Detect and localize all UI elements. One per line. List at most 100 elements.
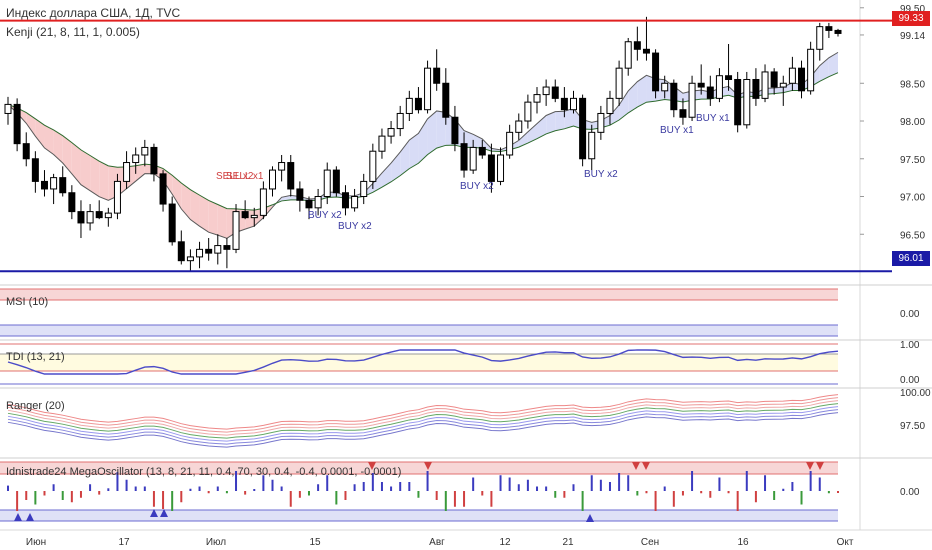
mega-histogram-bar: [700, 491, 703, 494]
kenji-cloud-segment: [372, 172, 382, 193]
ranger-band-line: [7, 400, 839, 436]
candle-body: [287, 162, 295, 190]
mega-histogram-bar: [152, 491, 155, 507]
candle-body: [40, 180, 48, 190]
ranger-band-line: [7, 394, 839, 430]
candle-body: [560, 97, 568, 111]
kenji-cloud-segment: [99, 161, 109, 201]
candle-body: [424, 67, 432, 111]
mega-histogram-bar: [764, 475, 767, 491]
mega-histogram-bar: [481, 491, 484, 496]
mega-histogram-bar: [70, 491, 73, 503]
mega-histogram-bar: [390, 486, 393, 491]
mega-histogram-bar: [362, 482, 365, 491]
candle-body: [396, 112, 404, 130]
candle-body: [642, 48, 650, 54]
mega-histogram-bar: [581, 491, 584, 511]
signal-label: SELL x2: [216, 171, 254, 182]
mega-histogram-bar: [590, 475, 593, 491]
mega-histogram-bar: [298, 491, 301, 498]
mega-histogram-bar: [837, 491, 839, 493]
candle-body: [825, 26, 833, 31]
mega-histogram-bar: [472, 477, 475, 491]
mega-buy-marker: [26, 513, 34, 521]
candle-body: [77, 211, 85, 224]
candle-body: [551, 86, 559, 99]
candle-body: [232, 211, 240, 250]
mega-histogram-bar: [225, 491, 228, 494]
kenji-cloud-segment: [71, 142, 81, 185]
mega-tick-label: 0.00: [900, 487, 920, 498]
mega-histogram-bar: [526, 479, 529, 491]
time-axis-label: Окт: [837, 537, 854, 548]
candle-body: [606, 97, 614, 114]
time-axis-label: Авг: [429, 537, 445, 548]
candle-body: [223, 245, 231, 250]
mega-histogram-bar: [818, 477, 821, 491]
candle-body: [168, 203, 176, 243]
msi-panel-title[interactable]: MSI (10): [6, 296, 49, 308]
mega-histogram-bar: [572, 484, 575, 491]
candle-body: [670, 82, 678, 111]
ranger-band-line: [7, 406, 839, 442]
mega-buy-marker: [160, 509, 168, 517]
time-axis-label: Июн: [26, 537, 46, 548]
kenji-cloud-segment: [53, 129, 63, 164]
mega-histogram-bar: [435, 491, 438, 500]
kenji-indicator-label[interactable]: Kenji (21, 8, 11, 1, 0.005): [6, 25, 140, 39]
candle-body: [214, 245, 222, 254]
candle-body: [725, 75, 733, 80]
price-tick-label: 99.14: [900, 31, 925, 42]
mega-buy-marker: [586, 514, 594, 522]
mega-sell-marker: [424, 462, 432, 470]
candle-body: [205, 248, 213, 254]
ranger-band-line: [7, 397, 839, 433]
candle-body: [451, 116, 459, 145]
mega-histogram-bar: [98, 491, 101, 495]
mega-histogram-bar: [408, 482, 411, 491]
candle-body: [533, 94, 541, 103]
candle-body: [196, 248, 204, 258]
candle-body: [761, 71, 769, 99]
msi-tick-label: 0.00: [900, 309, 920, 320]
candle-body: [624, 41, 632, 69]
kenji-cloud-segment: [172, 175, 182, 209]
candle-body: [13, 103, 21, 145]
candle-body: [788, 67, 796, 84]
time-axis-label: 16: [737, 537, 749, 548]
time-axis-label: 15: [309, 537, 321, 548]
candle-body: [633, 41, 641, 50]
mega-histogram-bar: [116, 472, 119, 491]
mega-histogram-bar: [754, 491, 757, 503]
mega-histogram-bar: [636, 491, 639, 496]
mega-histogram-bar: [7, 485, 9, 491]
tdi-panel-title[interactable]: TDI (13, 21): [6, 351, 65, 363]
mega-histogram-bar: [718, 477, 721, 491]
candle-body: [405, 97, 413, 114]
kenji-cloud-segment: [181, 182, 191, 220]
mega-histogram-bar: [745, 471, 748, 491]
kenji-cloud-segment: [80, 149, 91, 191]
candle-body: [104, 212, 112, 219]
candle-body: [779, 82, 787, 88]
mega-histogram-bar: [508, 477, 511, 491]
mega-histogram-bar: [608, 482, 611, 491]
kenji-cloud-segment: [381, 163, 392, 188]
mega-histogram-bar: [134, 486, 137, 491]
mega-histogram-bar: [709, 491, 712, 498]
mega-lower-band: [0, 510, 838, 521]
candle-body: [460, 143, 468, 171]
candle-body: [50, 177, 58, 190]
mega-histogram-bar: [307, 491, 310, 496]
mega-histogram-bar: [545, 486, 548, 491]
mega-histogram-bar: [453, 491, 456, 507]
mega-histogram-bar: [563, 491, 566, 498]
candle-body: [259, 188, 267, 216]
kenji-cloud-segment: [774, 86, 784, 94]
mega-histogram-bar: [244, 491, 247, 495]
ranger-panel-title[interactable]: Ranger (20): [6, 400, 65, 412]
candle-body: [542, 86, 550, 96]
megaoscillator-panel-title[interactable]: Idnistrade24 MegaOscillator (13, 8, 21, …: [6, 466, 402, 478]
mega-histogram-bar: [262, 475, 265, 491]
